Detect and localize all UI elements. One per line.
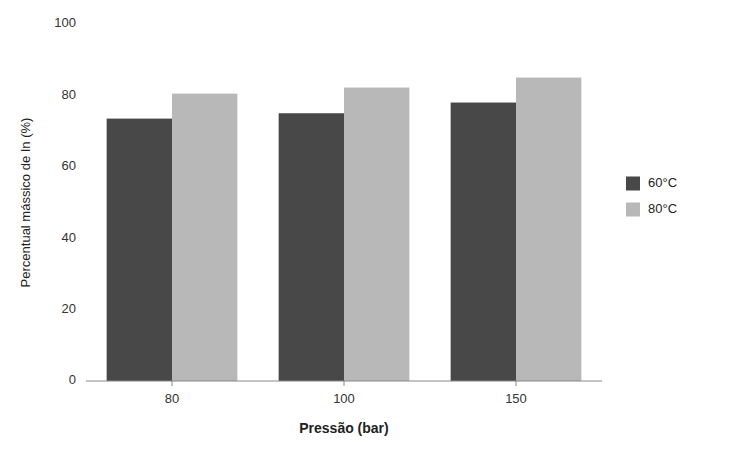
bar: [344, 88, 409, 381]
y-tick-label: 60: [62, 158, 76, 173]
x-tick-label: 150: [505, 391, 527, 406]
bar: [172, 94, 237, 381]
bar: [107, 119, 172, 381]
y-tick-label: 80: [62, 87, 76, 102]
x-tick: [172, 381, 173, 386]
x-axis-label: Pressão (bar): [299, 420, 388, 436]
bars: [107, 78, 582, 381]
bar: [279, 113, 344, 381]
chart-container: 0 20 40 60 80 100 80 100 150 Pressão (bar) Percent…: [0, 0, 752, 451]
x-tick: [344, 381, 345, 386]
legend-swatch: [626, 177, 640, 191]
chart: 0 20 40 60 80 100 80 100 150 Pressão (bar) Percent…: [0, 0, 752, 451]
bar: [516, 78, 581, 381]
y-axis-label: Percentual mássico de In (%): [18, 118, 33, 288]
x-tick: [516, 381, 517, 386]
legend: 60°C 80°C: [626, 175, 677, 217]
legend-label: 60°C: [648, 175, 677, 190]
y-tick-label: 0: [69, 372, 76, 387]
y-tick-label: 100: [54, 15, 76, 30]
legend-swatch: [626, 203, 640, 217]
legend-label: 80°C: [648, 201, 677, 216]
x-tick-label: 100: [333, 391, 355, 406]
bar: [451, 103, 516, 381]
x-tick-label: 80: [165, 391, 179, 406]
y-tick-label: 40: [62, 230, 76, 245]
y-tick-label: 20: [62, 301, 76, 316]
